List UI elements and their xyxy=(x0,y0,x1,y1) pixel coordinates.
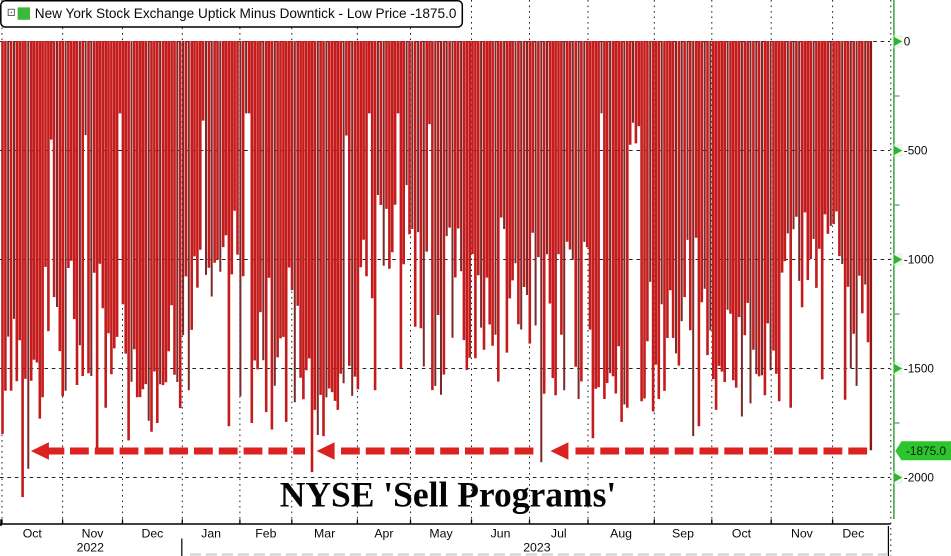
svg-text:-1500: -1500 xyxy=(904,362,935,376)
svg-text:Dec: Dec xyxy=(842,527,864,541)
svg-text:-500: -500 xyxy=(904,144,928,158)
svg-text:-2000: -2000 xyxy=(904,471,935,485)
svg-text:2023: 2023 xyxy=(523,540,551,554)
svg-text:Sep: Sep xyxy=(672,527,694,541)
svg-text:Oct: Oct xyxy=(732,527,752,541)
svg-text:NYSE 'Sell Programs': NYSE 'Sell Programs' xyxy=(280,474,617,514)
svg-text:Nov: Nov xyxy=(82,527,105,541)
svg-text:0: 0 xyxy=(904,35,911,49)
svg-text:2022: 2022 xyxy=(77,540,105,554)
svg-text:Feb: Feb xyxy=(255,527,276,541)
svg-text:May: May xyxy=(429,527,453,541)
svg-text:Jan: Jan xyxy=(201,527,221,541)
svg-text:Aug: Aug xyxy=(610,527,632,541)
svg-text:New York Stock Exchange Uptick: New York Stock Exchange Uptick Minus Dow… xyxy=(35,6,457,21)
svg-text:Jun: Jun xyxy=(491,527,511,541)
svg-text:Dec: Dec xyxy=(141,527,163,541)
svg-text:Nov: Nov xyxy=(791,527,814,541)
svg-text:-1875.0: -1875.0 xyxy=(906,444,946,458)
svg-text:Jul: Jul xyxy=(551,527,567,541)
svg-text:Mar: Mar xyxy=(314,527,335,541)
svg-text:Oct: Oct xyxy=(23,527,43,541)
svg-text:-1000: -1000 xyxy=(904,253,935,267)
svg-text:Apr: Apr xyxy=(374,527,393,541)
